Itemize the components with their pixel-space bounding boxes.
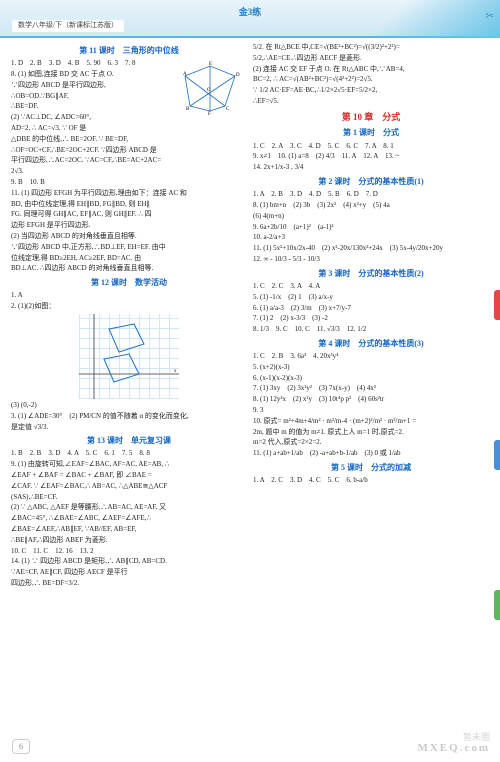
- svg-text:C: C: [226, 107, 230, 112]
- answer-line: 四边形,∴ BE=DF=3/2.: [11, 579, 247, 589]
- answer-line: 11. (1) 5x²+10x/2x-40 (2) x²-20x/130x²+2…: [253, 244, 489, 254]
- answer-line: FG. 同理可得 GH∥AC, EF∥AC, 则 GH∥EF. ∴ 四: [11, 210, 247, 220]
- answer-line: ∠CAF. ∵ ∠EAF=∠BAC,∴ AB=AC, ∴△ABE≅△ACF: [11, 482, 247, 492]
- book-subtitle: 数学八年级/下（新课标江苏版）: [12, 20, 124, 32]
- section-3-title: 第 3 课时 分式的基本性质(2): [253, 268, 489, 279]
- answer-line: ∠EAF + ∠BAF = ∠BAC + ∠BAF, 即 ∠BAE =: [11, 471, 247, 481]
- svg-text:B: B: [186, 107, 190, 112]
- answer-line: 1. B 2. B 3. D 4. A 5. C 6. 1 7. 5 8. 8: [11, 449, 247, 459]
- answer-line: ∠BAC=45°, ∴∠BAE=∠ABC, ∠AEF=∠AFE,∴: [11, 514, 247, 524]
- page-header: 金3练 数学八年级/下（新课标江苏版） ✂: [0, 0, 500, 38]
- answer-line: 14. (1) ∵ 四边形 ABCD 是矩形,∴ AB∥CD, AB=CD.: [11, 557, 247, 567]
- answer-line: 8. 1/3 9. C 10. C 11. √3/3 12. 1/2: [253, 325, 489, 335]
- answer-line: BD⊥AC. ∴四边形 ABCD 的对角线垂直且相等.: [11, 264, 247, 274]
- main-content: 第 11 课时 三角形的中位线 AED CFBO 1. D 2. B 3. D …: [0, 38, 500, 594]
- answer-line: 1. C 2. C 3. A 4. A: [253, 282, 489, 292]
- answer-line: 5. (x+2)(x-3): [253, 363, 489, 373]
- answer-line: 10. a-2/a+3: [253, 233, 489, 243]
- svg-text:F: F: [208, 112, 211, 116]
- section-2-title: 第 2 课时 分式的基本性质(1): [253, 176, 489, 187]
- svg-text:D: D: [236, 73, 240, 78]
- answer-line: (2) 连接 AC 交 EF 于点 O. 在 Rt△ABC 中,∵AB=4,: [253, 65, 489, 75]
- answer-line: 边形 EFGH 是平行四边形.: [11, 221, 247, 231]
- answer-line: ∵AE=CF, AE∥CF, 四边形 AECF 是平行: [11, 568, 247, 578]
- answer-line: 10. C 11. C 12. 16 13. 2: [11, 547, 247, 557]
- answer-line: 1. A 2. B 3. D 4. D 5. B 6. D 7. D: [253, 190, 489, 200]
- answer-line: ∴OF=OC+CF,∴BE=2OC+2CF. ∵四边形 ABCD 是: [11, 146, 247, 156]
- answer-line: 9. x≠1 10. (1) a=8 (2) 4/3 11. A 12. A 1…: [253, 152, 489, 162]
- answer-line: 3. (1) ∠ADE=30° (2) PM/CN 的值不随着 α 的变化而变化…: [11, 412, 247, 422]
- answer-line: 平行四边形,∴AC=2OC. ∵AC=CF,∴BE=AC+2AC=: [11, 156, 247, 166]
- right-column: 5/2. 在 Rt△BCE 中,CE=√(BE²+BC²)=√((3/2)²+2…: [250, 42, 492, 590]
- answer-line: 5. (1) -1/x (2) 1 (3) a/x-y: [253, 293, 489, 303]
- answer-line: 8. (1) bm+n (2) 3b (3) 2x² (4) x²+y (5) …: [253, 201, 489, 211]
- answer-line: 是定值 √3/3.: [11, 423, 247, 433]
- answer-line: (3) (0,-2): [11, 401, 247, 411]
- svg-text:x: x: [174, 369, 177, 374]
- section-12-title: 第 12 课时 数学活动: [11, 277, 247, 288]
- section-5-title: 第 5 课时 分式的加减: [253, 462, 489, 473]
- side-tab-red: [494, 290, 500, 320]
- answer-line: m=2 代入,原式=2×2=2.: [253, 438, 489, 448]
- answer-line: 7. (1) 3xy (2) 3x²y² (3) 7x(x-y) (4) 4x²: [253, 384, 489, 394]
- section-4-title: 第 4 课时 分式的基本性质(3): [253, 338, 489, 349]
- answer-line: (SAS),∴BE=CF.: [11, 493, 247, 503]
- answer-line: AD=2, ∴ AC=√3. ∵ OF 是: [11, 124, 247, 134]
- answer-line: 9. 6a+2b/10 (a+1)² (a-1)²: [253, 223, 489, 233]
- chapter-10-title: 第 10 章 分式: [253, 111, 489, 124]
- book-title: 金3练: [239, 6, 262, 19]
- answer-line: ∵ 1/2 AC·EF=AE·BC,∴1/2×2√5·EF=5/2×2,: [253, 86, 489, 96]
- answer-line: ∴EF=√5.: [253, 97, 489, 107]
- answer-line: 1. A: [11, 291, 247, 301]
- answer-line: 7. (1) 2 (2) x-3/3 (3) -2: [253, 314, 489, 324]
- answer-line: 8. (1) 12y²x (2) x²y (3) 10t⁴p p² (4) 60…: [253, 395, 489, 405]
- answer-line: 6. (1) a/a-3 (2) 3/m (3) x+7/y-7: [253, 304, 489, 314]
- answer-line: △DBE 的中位线,∴ BE=2OF. ∵ BE=DF,: [11, 135, 247, 145]
- answer-line: 12. ∞ - 10/3 - 5/3 - 10/3: [253, 255, 489, 265]
- section-11-title: 第 11 课时 三角形的中位线: [11, 45, 247, 56]
- answer-line: (6) 4(m+n): [253, 212, 489, 222]
- side-tab-green: [494, 590, 500, 620]
- svg-text:O: O: [207, 88, 211, 93]
- watermark-url: MXEQ.com: [417, 741, 490, 756]
- answer-line: (2) ∵ △ABC, △AEF 是等腰形,∴AB=AC, AE=AF, 又: [11, 503, 247, 513]
- triangle-diagram: A E D C F B O: [175, 61, 245, 116]
- scissors-icon: ✂: [486, 10, 494, 24]
- svg-text:A: A: [183, 72, 187, 77]
- answer-line: (2) 当四边形 ABCD 的对角线垂直且相等.: [11, 232, 247, 242]
- answer-line: 2. (1)(2)如图：: [11, 302, 247, 312]
- answer-line: ∠BAE=∠AEF,∴AB∥EF, ∵AB//EF, AB=EF,: [11, 525, 247, 535]
- section-13-title: 第 13 课时 单元复习课: [11, 435, 247, 446]
- svg-text:E: E: [209, 62, 212, 67]
- answer-line: 14. 2x+1/x-3 , 3/4: [253, 163, 489, 173]
- side-tab-blue: [494, 440, 500, 470]
- answer-line: 9. B 10. B: [11, 178, 247, 188]
- answer-line: BD, 由中位线定理,得 EH∥BD, FG∥BD, 则 EH∥: [11, 200, 247, 210]
- section-1-title: 第 1 课时 分式: [253, 127, 489, 138]
- answer-line: 2m, 题中 m 的值为 m≠1. 原式上人 m=1 时,原式=2.: [253, 428, 489, 438]
- answer-line: BC=2, ∴ AC=√(AB²+BC²)=√(4²+2²)=2√5.: [253, 75, 489, 85]
- answer-line: 5/2. 在 Rt△BCE 中,CE=√(BE²+BC²)=√((3/2)²+2…: [253, 43, 489, 53]
- answer-line: 1. C 2. B 3. 6a³ 4. 20x³y⁴: [253, 352, 489, 362]
- answer-line: 2√3.: [11, 167, 247, 177]
- answer-line: 9. (1) 由旋转可知,∠EAF=∠BAC, AF=AC, AE=AB, ∴: [11, 460, 247, 470]
- answer-line: 5/2,∴AE=CE.∴四边形 AECF 是菱形.: [253, 54, 489, 64]
- answer-line: 1. C 2. A 3. C 4. D 5. C 6. C 7. A 8. 1: [253, 142, 489, 152]
- page-number: 6: [12, 739, 30, 754]
- answer-line: ∴BE∥AF,∴四边形 ABEF 为菱形.: [11, 536, 247, 546]
- left-column: 第 11 课时 三角形的中位线 AED CFBO 1. D 2. B 3. D …: [8, 42, 250, 590]
- answer-line: 11. (1) a+ab+1/ab (2) -a+ab+b-1/ab (3) 0…: [253, 449, 489, 459]
- answer-line: ∵四边形 ABCD 中,正方形,∴BD⊥EF, EH=EF. 由中: [11, 243, 247, 253]
- answer-line: 位线定理,得 BD≥2EH, AC≥2EF, BD=AC. 由: [11, 254, 247, 264]
- answer-line: 11. (1) 四边形 EFGH 为平行四边形,理由如下：连接 AC 和: [11, 189, 247, 199]
- header-decoration: [320, 0, 500, 38]
- answer-line: 10. 原式= m²+4m+4/m² · m²/m-4 · (m+2)²/m² …: [253, 417, 489, 427]
- answer-line: 1. A 2. C 3. D 4. C 5. C 6. b-a/b: [253, 476, 489, 486]
- answer-line: 9. 3: [253, 406, 489, 416]
- answer-line: 6. (x-1)(x-2)(x-3): [253, 374, 489, 384]
- coordinate-grid: x: [79, 314, 179, 399]
